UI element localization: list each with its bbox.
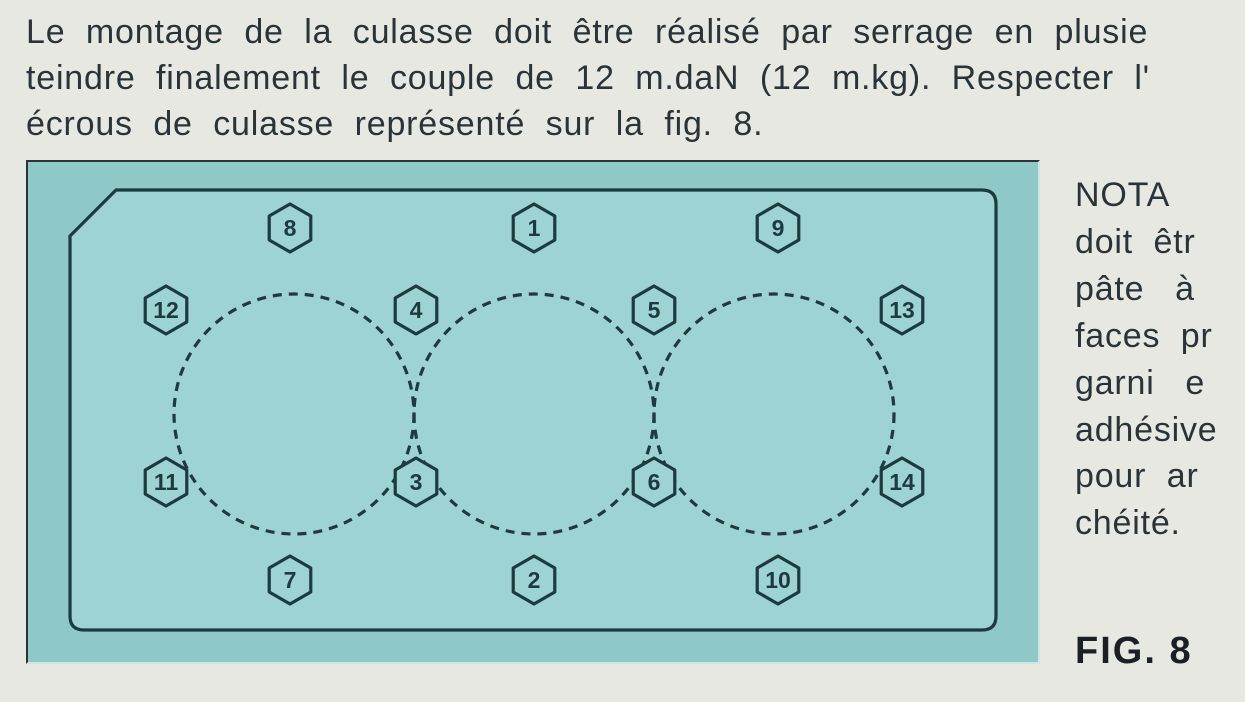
nut-number-4: 4 — [410, 297, 423, 323]
nota-line-1: NOTA — [1075, 176, 1170, 214]
page: Le montage de la culasse doit être réali… — [0, 0, 1245, 702]
nut-6: 6 — [633, 458, 675, 506]
body-paragraph: Le montage de la culasse doit être réali… — [26, 10, 1235, 148]
nut-number-9: 9 — [772, 215, 785, 241]
nota-column: NOTA doit êtr pâte à faces pr garni e ad… — [1075, 172, 1218, 547]
text-line-1: Le montage de la culasse doit être réali… — [26, 13, 1148, 51]
nut-number-5: 5 — [648, 297, 661, 323]
nut-number-8: 8 — [284, 215, 297, 241]
nota-line-6: adhésive — [1075, 411, 1218, 449]
nota-line-2: doit êtr — [1075, 223, 1196, 261]
nut-number-14: 14 — [889, 469, 915, 495]
text-line-3: écrous de culasse représenté sur la fig.… — [26, 105, 763, 143]
nut-7: 7 — [269, 556, 311, 604]
nut-number-1: 1 — [528, 215, 541, 241]
nota-line-7: pour ar — [1075, 457, 1199, 495]
nut-number-6: 6 — [648, 469, 661, 495]
nut-10: 10 — [757, 556, 799, 604]
nota-line-8: chéité. — [1075, 504, 1181, 542]
nut-2: 2 — [513, 556, 555, 604]
nut-13: 13 — [881, 286, 923, 334]
nut-1: 1 — [513, 204, 555, 252]
nut-3: 3 — [395, 458, 437, 506]
nut-number-7: 7 — [284, 567, 297, 593]
nut-14: 14 — [881, 458, 923, 506]
nut-number-2: 2 — [528, 567, 541, 593]
nut-9: 9 — [757, 204, 799, 252]
figure-label: FIG. 8 — [1075, 630, 1193, 673]
torque-sequence-diagram: 8 1 9 12 4 5 13 11 3 6 14 7 2 10 — [26, 160, 1040, 664]
nota-line-4: faces pr — [1075, 317, 1213, 355]
nut-number-13: 13 — [889, 297, 915, 323]
nut-number-12: 12 — [153, 297, 179, 323]
nut-11: 11 — [145, 458, 187, 506]
diagram-svg: 8 1 9 12 4 5 13 11 3 6 14 7 2 10 — [28, 162, 1038, 662]
nut-4: 4 — [395, 286, 437, 334]
nut-8: 8 — [269, 204, 311, 252]
nut-12: 12 — [145, 286, 187, 334]
nut-number-3: 3 — [410, 469, 423, 495]
text-line-2: teindre finalement le couple de 12 m.daN… — [26, 59, 1150, 97]
nota-line-5: garni e — [1075, 364, 1205, 402]
nut-5: 5 — [633, 286, 675, 334]
nut-number-10: 10 — [765, 567, 791, 593]
nota-line-3: pâte à — [1075, 270, 1195, 308]
nut-number-11: 11 — [154, 469, 179, 495]
